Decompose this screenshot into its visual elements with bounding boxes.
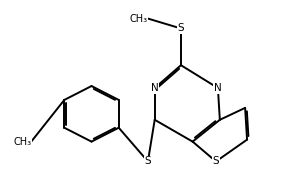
Text: S: S [178,24,184,33]
Text: S: S [144,156,151,167]
Text: S: S [213,156,219,167]
Text: CH₃: CH₃ [13,137,31,147]
Text: N: N [214,83,222,93]
Text: N: N [151,83,159,93]
Text: CH₃: CH₃ [130,14,148,24]
